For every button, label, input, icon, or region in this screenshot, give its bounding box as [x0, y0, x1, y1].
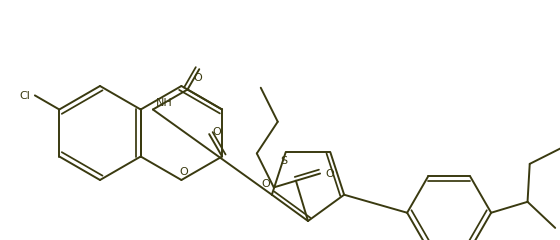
Text: S: S: [280, 156, 287, 166]
Text: O: O: [262, 180, 270, 189]
Text: NH: NH: [156, 98, 172, 108]
Text: O: O: [213, 127, 222, 137]
Text: O: O: [326, 168, 334, 179]
Text: O: O: [179, 167, 188, 177]
Text: Cl: Cl: [19, 91, 30, 101]
Text: O: O: [193, 73, 202, 83]
